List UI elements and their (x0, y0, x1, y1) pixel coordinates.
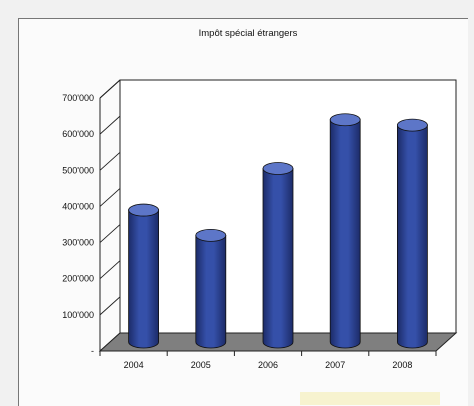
y-tick-label: 300'000 (62, 238, 94, 248)
x-tick-label: 2007 (325, 360, 345, 370)
bar-top (329, 113, 361, 127)
gridline-side (99, 151, 121, 171)
bar-2005 (195, 228, 227, 349)
bar-body (195, 234, 227, 349)
gridline-side (99, 260, 121, 280)
gridline-side (99, 115, 121, 135)
x-tick-label: 2004 (124, 360, 144, 370)
bar-2004 (128, 203, 160, 349)
y-tick-label: 400'000 (62, 201, 94, 211)
bar-body (329, 119, 361, 349)
gridline-side (99, 224, 121, 243)
gridline-side (99, 296, 121, 316)
y-axis-tick-labels: - 100'000 200'000 300'000 400'000 500'000 600'… (62, 93, 94, 356)
side-wall-top (99, 79, 121, 99)
bar-top (128, 203, 160, 217)
y-tick-label: - (91, 346, 94, 356)
bar-2006 (262, 162, 294, 349)
x-tick-label: 2005 (191, 360, 211, 370)
gridline-side (99, 188, 121, 207)
y-tick-label: 100'000 (62, 310, 94, 320)
bottom-highlight (300, 392, 440, 405)
y-tick-label: 600'000 (62, 129, 94, 139)
bars (128, 113, 428, 349)
bar-2007 (329, 113, 361, 349)
bar-2008 (396, 118, 428, 349)
bar-top (195, 228, 227, 242)
y-tick-label: 200'000 (62, 274, 94, 284)
x-tick-label: 2008 (392, 360, 412, 370)
bar-top (262, 162, 294, 175)
x-axis-tick-labels: 2004 2005 2006 2007 2008 (124, 360, 413, 370)
bar-body (397, 124, 428, 349)
bar-top (396, 118, 428, 132)
chart-title: Impôt spécial étrangers (199, 28, 298, 39)
y-tick-label: 700'000 (62, 93, 94, 103)
bar-body (128, 209, 159, 349)
bar-body (262, 168, 294, 349)
y-tick-label: 500'000 (62, 165, 94, 175)
x-tick-label: 2006 (258, 360, 278, 370)
